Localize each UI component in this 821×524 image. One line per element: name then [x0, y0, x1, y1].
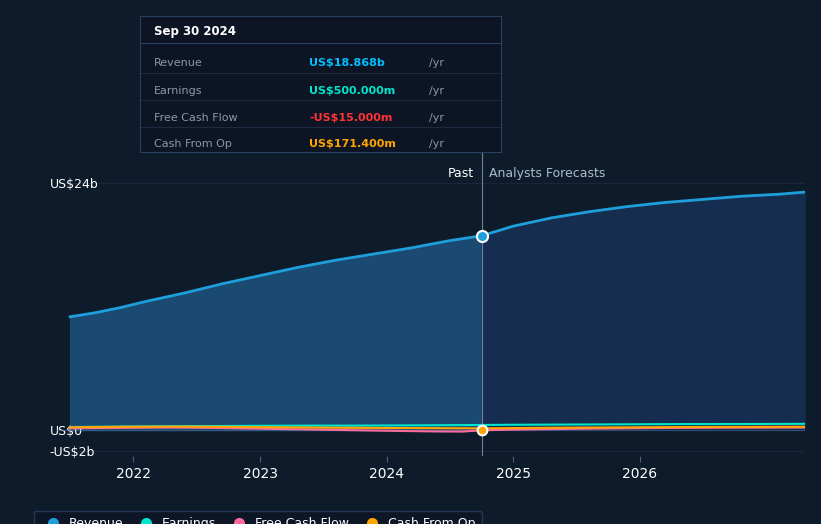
Text: Analysts Forecasts: Analysts Forecasts — [489, 167, 606, 180]
Text: Sep 30 2024: Sep 30 2024 — [154, 25, 236, 38]
Text: US$18.868b: US$18.868b — [310, 58, 385, 69]
Text: US$500.000m: US$500.000m — [310, 85, 396, 96]
Text: -US$15.000m: -US$15.000m — [310, 113, 392, 123]
Text: Free Cash Flow: Free Cash Flow — [154, 113, 237, 123]
Text: Revenue: Revenue — [154, 58, 203, 69]
Text: Past: Past — [448, 167, 474, 180]
Text: /yr: /yr — [429, 85, 443, 96]
Legend: Revenue, Earnings, Free Cash Flow, Cash From Op: Revenue, Earnings, Free Cash Flow, Cash … — [34, 511, 482, 524]
Text: /yr: /yr — [429, 113, 443, 123]
Text: Cash From Op: Cash From Op — [154, 139, 232, 149]
Text: Earnings: Earnings — [154, 85, 203, 96]
Text: US$171.400m: US$171.400m — [310, 139, 397, 149]
Text: /yr: /yr — [429, 139, 443, 149]
Text: /yr: /yr — [429, 58, 443, 69]
